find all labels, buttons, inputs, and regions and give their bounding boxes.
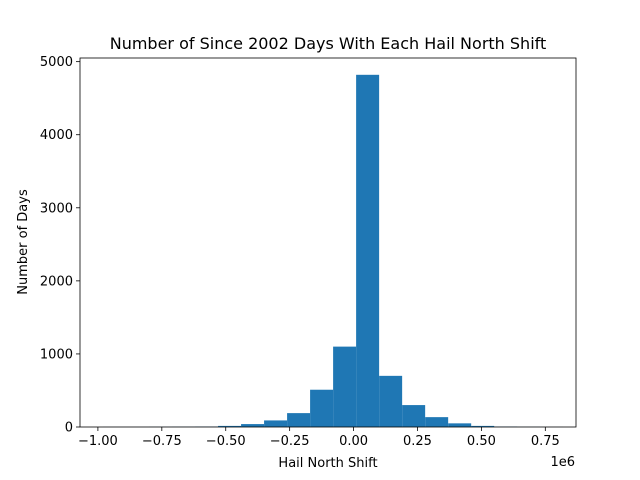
plot-frame xyxy=(79,57,577,428)
histogram-bar xyxy=(471,425,495,427)
y-axis-label: Number of Days xyxy=(16,189,31,295)
y-tick-label: 3000 xyxy=(40,201,73,216)
histogram-bar xyxy=(241,424,265,427)
y-tick-label: 2000 xyxy=(40,274,73,289)
histogram-bar xyxy=(448,423,472,427)
x-tick-label: −0.75 xyxy=(142,434,182,449)
x-tick-label: −0.50 xyxy=(206,434,246,449)
chart-title: Number of Since 2002 Days With Each Hail… xyxy=(110,34,547,53)
histogram-bar xyxy=(402,405,426,427)
histogram-bar xyxy=(425,417,449,427)
bars-group xyxy=(103,74,564,427)
x-tick-label: 0.00 xyxy=(339,434,368,449)
histogram-bar xyxy=(379,375,403,427)
histogram-bar xyxy=(310,389,334,427)
x-axis-label: Hail North Shift xyxy=(278,456,377,471)
x-tick-label: 0.75 xyxy=(531,434,560,449)
y-tick-label: 5000 xyxy=(40,55,73,70)
y-tick-label: 4000 xyxy=(40,128,73,143)
histogram-bar xyxy=(264,420,288,427)
x-tick-label: −0.25 xyxy=(270,434,310,449)
histogram-bar xyxy=(356,74,380,427)
histogram-bar xyxy=(287,413,311,427)
histogram-bar xyxy=(218,425,242,427)
y-tick-label: 0 xyxy=(65,421,73,436)
x-tick-label: −1.00 xyxy=(78,434,118,449)
x-axis-offset-label: 1e6 xyxy=(550,455,575,470)
histogram-bar xyxy=(333,346,357,427)
y-tick-label: 1000 xyxy=(40,347,73,362)
x-tick-label: 0.50 xyxy=(467,434,496,449)
x-tick-label: 0.25 xyxy=(403,434,432,449)
y-axis-ticks: 0 1000 2000 3000 4000 5000 xyxy=(40,55,80,436)
x-axis-ticks: −1.00 −0.75 −0.50 −0.25 0.00 0.25 0.50 0.75 xyxy=(78,427,560,449)
